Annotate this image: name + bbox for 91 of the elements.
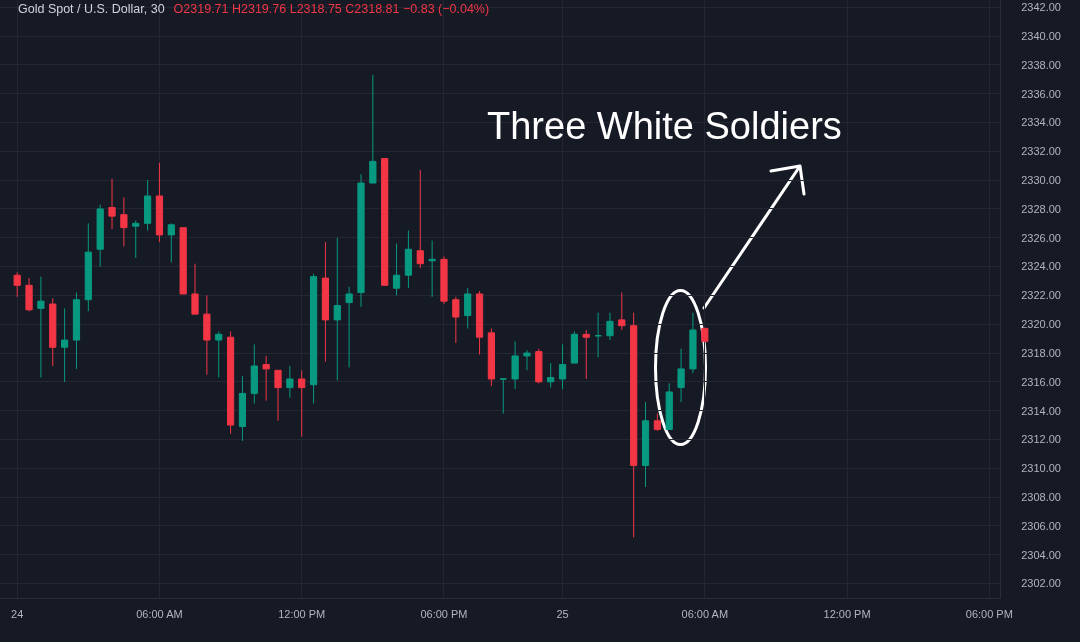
y-tick-label: 2324.00	[1021, 260, 1061, 273]
y-tick-label: 2316.00	[1021, 375, 1061, 388]
candlestick	[499, 378, 507, 415]
candlestick	[120, 196, 128, 247]
candlestick	[464, 287, 472, 330]
candlestick	[286, 365, 294, 399]
candlestick	[381, 158, 389, 286]
candlestick	[108, 178, 116, 230]
x-tick-label: 06:00 PM	[965, 608, 1013, 621]
candlestick	[404, 230, 413, 289]
candlestick	[84, 222, 92, 312]
candlestick	[677, 348, 685, 403]
candlestick	[238, 375, 247, 442]
y-tick-label: 2328.00	[1021, 202, 1061, 215]
candlestick	[298, 369, 306, 438]
y-tick-label: 2332.00	[1021, 145, 1061, 158]
candlestick	[570, 330, 578, 364]
candlestick	[618, 292, 626, 331]
y-tick-label: 2302.00	[1021, 577, 1061, 590]
y-tick-label: 2308.00	[1021, 490, 1061, 503]
y-tick-label: 2326.00	[1021, 231, 1061, 244]
y-tick-label: 2342.00	[1021, 1, 1061, 14]
y-tick-label: 2334.00	[1021, 116, 1061, 129]
candlestick	[143, 179, 152, 232]
y-tick-label: 2338.00	[1021, 58, 1061, 71]
chart-title: Gold Spot / U.S. Dollar, 30	[18, 2, 165, 16]
y-tick-label: 2304.00	[1021, 548, 1061, 561]
candlestick	[689, 312, 697, 374]
candlestick	[96, 204, 104, 268]
candlestick	[440, 255, 448, 305]
y-tick-label: 2314.00	[1021, 404, 1061, 417]
y-tick-label: 2340.00	[1021, 29, 1061, 42]
candlestick	[49, 297, 57, 367]
y-tick-label: 2312.00	[1021, 433, 1061, 446]
candlestick	[594, 312, 602, 358]
candlestick	[155, 162, 164, 243]
candlestick	[309, 273, 318, 404]
y-tick-label: 2310.00	[1021, 462, 1061, 475]
candlestick	[274, 369, 282, 422]
candlestick	[547, 362, 555, 389]
candlestick	[203, 294, 211, 376]
candlestick	[701, 327, 709, 343]
candlestick	[167, 222, 175, 263]
candlestick	[333, 237, 341, 381]
candlestick	[25, 277, 33, 312]
candlestick	[37, 276, 45, 379]
y-tick-label: 2322.00	[1021, 289, 1061, 302]
candlestick	[262, 355, 270, 402]
x-tick-label: 25	[556, 608, 569, 621]
candlestick	[558, 343, 567, 390]
candlestick	[132, 219, 140, 259]
candlestick	[428, 240, 436, 298]
candlestick	[250, 343, 258, 404]
candlestick	[475, 290, 484, 355]
candlestick	[630, 312, 638, 538]
candlestick	[191, 263, 199, 315]
candlestick	[606, 312, 614, 341]
y-tick-label: 2320.00	[1021, 318, 1061, 331]
x-tick-label: 06:00 AM	[681, 608, 729, 621]
candlestick	[487, 328, 496, 387]
candlestick	[179, 227, 187, 295]
x-tick-label: 06:00 AM	[136, 608, 183, 621]
y-tick-label: 2318.00	[1021, 346, 1061, 359]
candlestick	[215, 330, 223, 379]
candlestick	[535, 348, 543, 384]
candlestick	[452, 296, 460, 344]
candlestick	[653, 413, 661, 432]
annotation: O2319.71 H2319.76 L2318.75 C2318.81 −0.83 (−0.04%)	[173, 2, 490, 16]
y-tick-label: 2336.00	[1021, 87, 1061, 100]
x-tick-label: 12:00 PM	[823, 608, 871, 621]
candlestick	[641, 401, 650, 488]
annotation: Three White Soldiers	[487, 104, 842, 148]
candlestick	[72, 292, 81, 370]
candlestick	[392, 243, 401, 296]
candlestick	[321, 241, 330, 363]
x-tick-label: 06:00 PM	[420, 608, 468, 621]
y-tick-label: 2306.00	[1021, 519, 1061, 532]
x-tick-label: 24	[11, 608, 24, 621]
candlestick	[369, 74, 377, 184]
candlestick	[357, 173, 365, 308]
candlestick	[345, 286, 353, 368]
candlestick	[582, 329, 590, 380]
candlestick	[13, 271, 21, 298]
candlestick	[226, 330, 235, 435]
x-tick-label: 12:00 PM	[278, 608, 326, 621]
candlestick	[416, 169, 424, 269]
candlestick	[523, 349, 531, 371]
y-tick-label: 2330.00	[1021, 173, 1061, 186]
candlestick	[511, 341, 519, 390]
candlestick	[61, 307, 69, 383]
candlestick	[665, 382, 673, 430]
